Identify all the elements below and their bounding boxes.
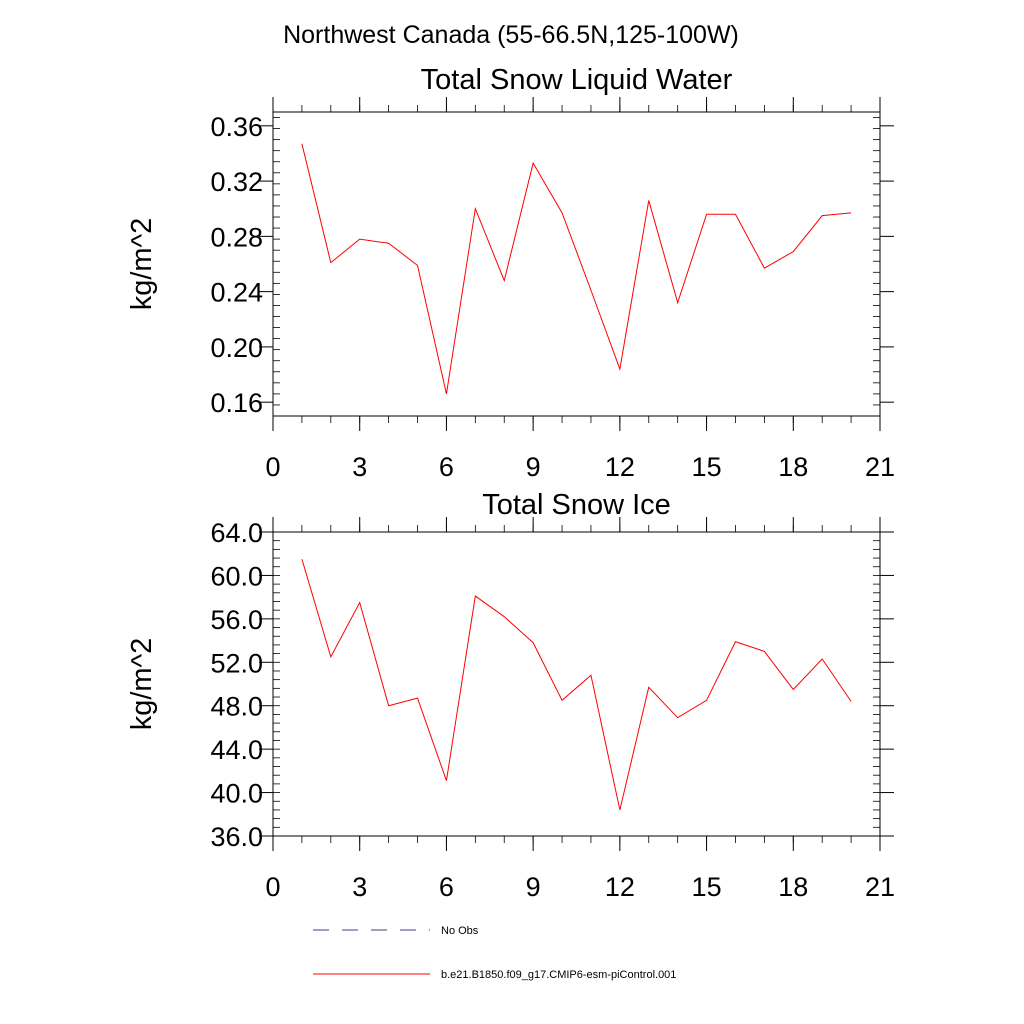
x-tick-label: 18 [778,872,808,902]
x-tick-label: 21 [865,452,895,482]
y-tick-label: 0.20 [210,333,263,363]
x-tick-label: 15 [692,872,722,902]
series-line [301,558,852,811]
y-axis-label: kg/m^2 [126,218,158,311]
x-tick-label: 15 [692,452,722,482]
plot-frame [272,111,881,417]
y-tick-label: 40.0 [210,779,263,809]
legend: No Obs b.e21.B1850.f09_g17.CMIP6-esm-piCo… [313,925,676,981]
y-tick-label: 52.0 [210,648,263,678]
y-tick-label: 64.0 [210,518,263,548]
y-tick-label: 0.24 [210,278,263,308]
plot-frame [272,531,881,837]
x-tick-label: 12 [605,452,635,482]
legend-label-model: b.e21.B1850.f09_g17.CMIP6-esm-piControl.… [441,969,676,981]
x-tick-label: 6 [439,452,454,482]
chart-panel-snow-ice: Total Snow Ice36.040.044.048.052.056.060… [126,489,895,902]
x-tick-label: 6 [439,872,454,902]
x-tick-label: 21 [865,872,895,902]
x-tick-label: 0 [265,872,280,902]
x-tick-label: 3 [352,452,367,482]
y-tick-label: 60.0 [210,561,263,591]
series-line [301,143,852,394]
x-tick-label: 9 [526,452,541,482]
y-tick-label: 36.0 [210,822,263,852]
x-tick-label: 3 [352,872,367,902]
legend-label-no-obs: No Obs [441,925,479,937]
x-tick-label: 18 [778,452,808,482]
y-tick-label: 44.0 [210,735,263,765]
chart-title: Total Snow Ice [482,489,671,521]
y-tick-label: 48.0 [210,692,263,722]
y-tick-label: 0.36 [210,112,263,142]
chart-title: Total Snow Liquid Water [421,64,733,96]
x-tick-label: 12 [605,872,635,902]
y-axis-label: kg/m^2 [126,638,158,731]
x-tick-label: 0 [265,452,280,482]
chart-panel-snow-liquid-water: Total Snow Liquid Water 0.16 0.20 0.24 0.28 0… [126,64,895,482]
y-tick-label: 0.16 [210,388,263,418]
y-tick-label: 0.32 [210,167,263,197]
y-tick-label: 56.0 [210,605,263,635]
figure-suptitle: Northwest Canada (55-66.5N,125-100W) [283,21,739,49]
y-tick-label: 0.28 [210,222,263,252]
x-tick-label: 9 [526,872,541,902]
